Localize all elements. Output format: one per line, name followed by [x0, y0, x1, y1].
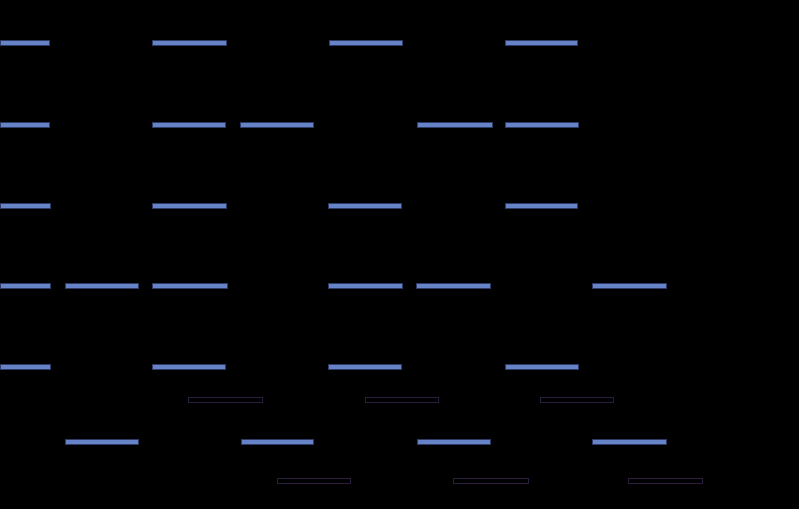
segment-blue-intervals [329, 40, 403, 46]
segment-blue-intervals [0, 364, 51, 370]
segment-blue-intervals [592, 439, 667, 445]
segment-blue-intervals [152, 122, 226, 128]
segment-blue-intervals [328, 283, 403, 289]
segment-dark-outline-intervals [453, 478, 529, 484]
segment-blue-intervals [416, 283, 491, 289]
segment-blue-intervals [0, 283, 51, 289]
segment-blue-intervals [241, 439, 314, 445]
segment-dark-outline-intervals [628, 478, 703, 484]
segment-dark-outline-intervals [188, 397, 263, 403]
segment-blue-intervals [152, 203, 227, 209]
segment-blue-intervals [152, 40, 227, 46]
segment-dark-outline-intervals [277, 478, 351, 484]
segment-blue-intervals [0, 40, 50, 46]
segment-dark-outline-intervals [365, 397, 439, 403]
segment-dark-outline-intervals [540, 397, 614, 403]
segment-blue-intervals [417, 439, 491, 445]
segment-blue-intervals [0, 122, 50, 128]
segment-blue-intervals [0, 203, 51, 209]
segment-blue-intervals [328, 203, 402, 209]
segment-blue-intervals [65, 439, 139, 445]
segment-blue-intervals [152, 283, 228, 289]
segment-blue-intervals [505, 364, 579, 370]
segment-blue-intervals [240, 122, 314, 128]
segment-blue-intervals [417, 122, 493, 128]
segment-blue-intervals [65, 283, 139, 289]
segment-blue-intervals [152, 364, 226, 370]
segment-blue-intervals [505, 122, 579, 128]
segment-blue-intervals [328, 364, 402, 370]
segment-blue-intervals [592, 283, 667, 289]
segment-blue-intervals [505, 40, 578, 46]
segment-blue-intervals [505, 203, 578, 209]
